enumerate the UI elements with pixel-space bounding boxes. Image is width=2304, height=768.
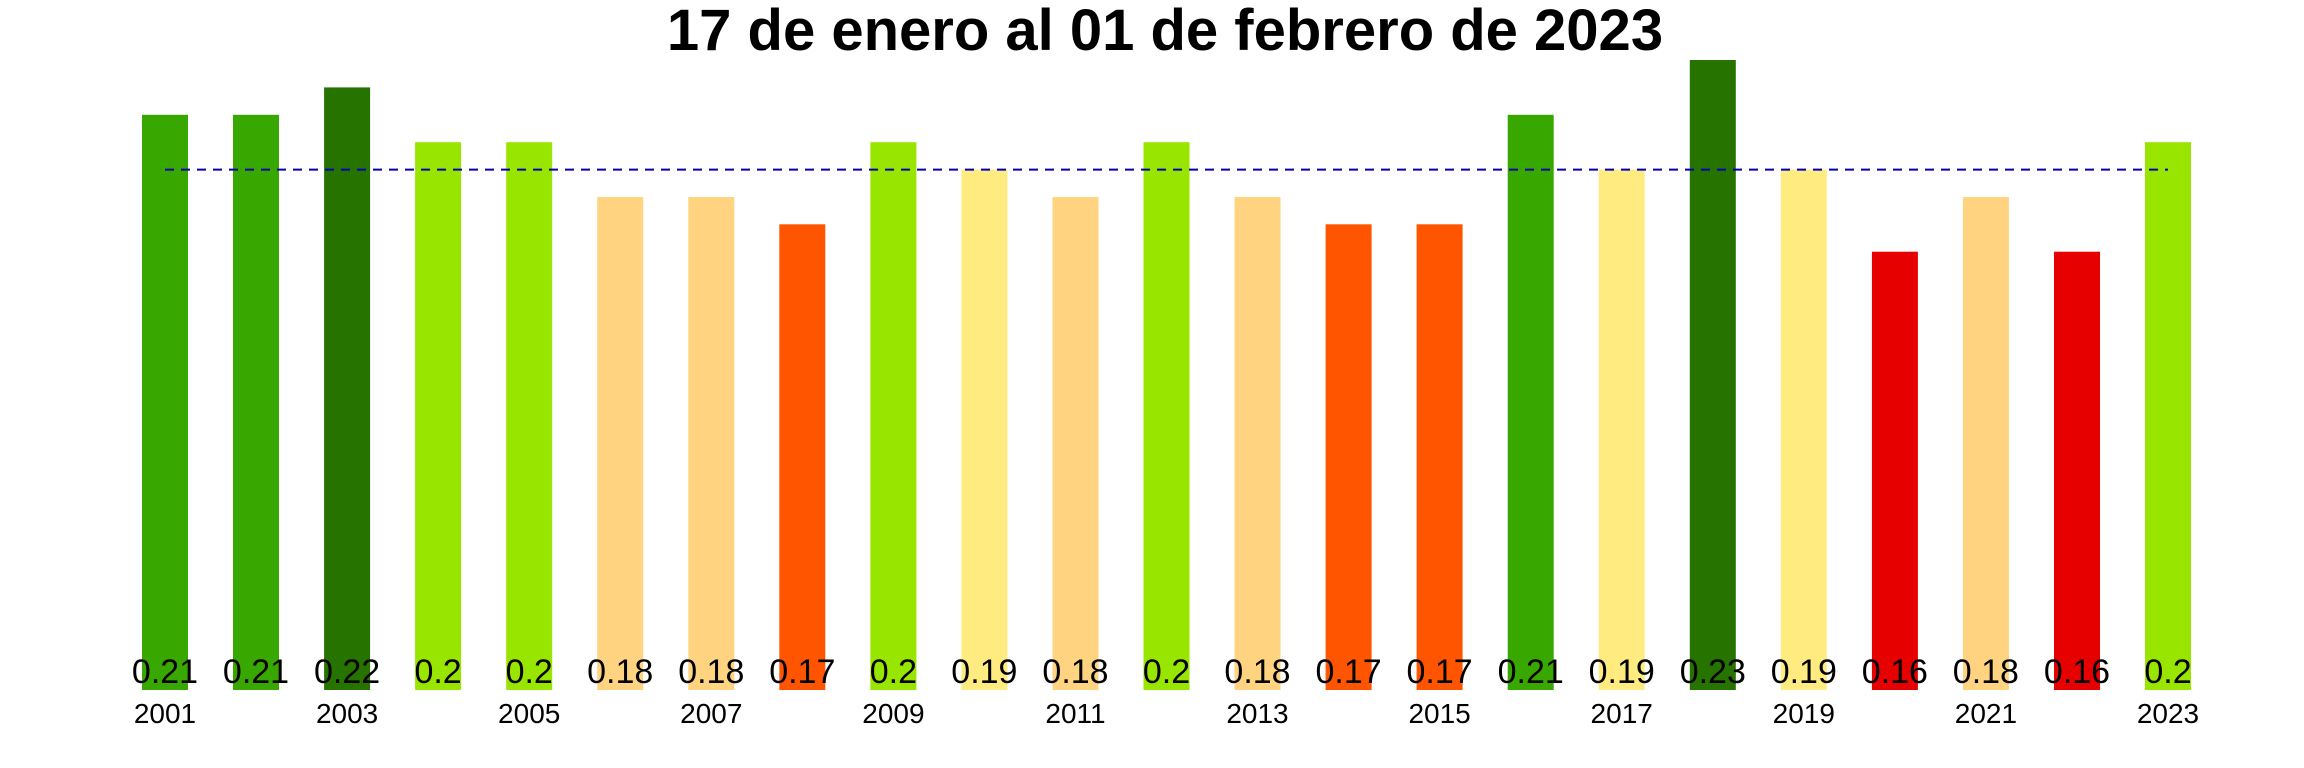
x-tick-label-2009: 2009 — [862, 698, 924, 729]
value-label-2008: 0.17 — [769, 653, 835, 691]
bar-2010 — [961, 169, 1008, 691]
value-label-2016: 0.21 — [1498, 653, 1564, 691]
bar-2007 — [688, 197, 735, 690]
value-label-2009: 0.2 — [870, 653, 917, 691]
value-label-2015: 0.17 — [1407, 653, 1473, 691]
bar-2022 — [2054, 251, 2100, 690]
bar-2001 — [142, 114, 188, 691]
bar-2008 — [779, 224, 826, 691]
value-label-2005: 0.2 — [506, 653, 553, 691]
x-tick-label-2019: 2019 — [1773, 698, 1835, 729]
x-tick-labels-group: 2001 2003 2005 2007 2009 2011 2013 2015 2017 2019… — [134, 698, 2199, 729]
chart-title: 17 de enero al 01 de febrero de 2023 — [667, 0, 1663, 63]
bar-2004 — [415, 142, 462, 690]
value-label-2023: 0.2 — [2144, 653, 2191, 691]
value-label-2022: 0.16 — [2044, 653, 2110, 691]
bar-2021 — [1962, 197, 2009, 690]
x-tick-label-2005: 2005 — [498, 698, 560, 729]
value-label-2020: 0.16 — [1862, 653, 1928, 691]
bar-2011 — [1052, 197, 1099, 690]
value-label-2007: 0.18 — [678, 653, 744, 691]
bar-2015 — [1416, 224, 1463, 691]
value-label-2018: 0.23 — [1680, 653, 1746, 691]
bar-2016 — [1507, 114, 1554, 691]
x-tick-label-2007: 2007 — [680, 698, 742, 729]
bar-2017 — [1598, 169, 1645, 691]
bar-2023 — [2145, 142, 2191, 690]
bar-2003 — [324, 87, 371, 690]
value-label-2006: 0.18 — [587, 653, 653, 691]
value-label-2013: 0.18 — [1224, 653, 1290, 691]
x-tick-label-2003: 2003 — [316, 698, 378, 729]
x-tick-label-2021: 2021 — [1955, 698, 2017, 729]
bar-2013 — [1234, 197, 1281, 690]
bar-2002 — [233, 114, 279, 691]
x-tick-label-2013: 2013 — [1226, 698, 1288, 729]
value-label-2004: 0.2 — [414, 653, 461, 691]
value-label-2019: 0.19 — [1771, 653, 1837, 691]
value-label-2010: 0.19 — [951, 653, 1017, 691]
value-label-2011: 0.18 — [1042, 653, 1108, 691]
x-tick-label-2011: 2011 — [1045, 698, 1105, 729]
value-label-2002: 0.21 — [223, 653, 289, 691]
bar-2014 — [1325, 224, 1372, 691]
x-tick-label-2023: 2023 — [2137, 698, 2199, 729]
value-label-2021: 0.18 — [1953, 653, 2019, 691]
x-tick-label-2017: 2017 — [1591, 698, 1653, 729]
x-tick-label-2015: 2015 — [1408, 698, 1470, 729]
value-label-2012: 0.2 — [1143, 653, 1190, 691]
bar-2012 — [1143, 142, 1190, 690]
value-label-2017: 0.19 — [1589, 653, 1655, 691]
value-labels-group: 0.21 0.21 0.22 0.2 0.2 0.18 0.18 0.17 0.2 0.19 0.1… — [132, 653, 2192, 691]
bars-group — [142, 60, 2191, 691]
bar-2006 — [597, 197, 644, 690]
x-tick-label-2001: 2001 — [134, 698, 196, 729]
value-label-2003: 0.22 — [314, 653, 380, 691]
value-label-2014: 0.17 — [1316, 653, 1382, 691]
bar-2019 — [1780, 169, 1827, 691]
bar-2018 — [1689, 60, 1736, 690]
bar-2005 — [506, 142, 553, 690]
bar-2009 — [870, 142, 917, 690]
value-label-2001: 0.21 — [132, 653, 198, 691]
bar-2020 — [1871, 251, 1918, 690]
